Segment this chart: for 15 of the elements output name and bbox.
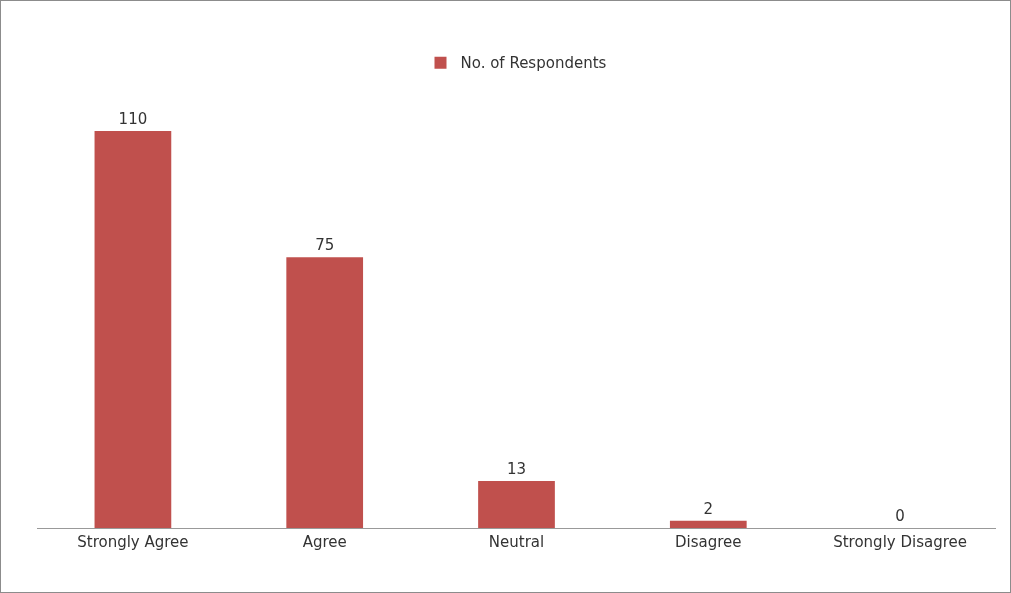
data-label: 75 [315, 236, 335, 255]
x-tick-label: Neutral [488, 533, 545, 551]
legend-label: No. of Respondents [460, 54, 607, 73]
bar [286, 257, 364, 528]
bar [94, 131, 172, 528]
x-tick-label: Disagree [675, 533, 742, 551]
data-label: 2 [703, 499, 714, 518]
bar [478, 481, 555, 528]
data-label: 110 [118, 110, 148, 128]
x-tick-label: Agree [302, 533, 347, 551]
x-tick-label: Strongly Agree [77, 533, 189, 551]
bar [669, 520, 747, 528]
x-tick-label: Strongly Disagree [833, 533, 968, 551]
data-label: 13 [506, 460, 527, 479]
data-label: 0 [895, 507, 905, 525]
